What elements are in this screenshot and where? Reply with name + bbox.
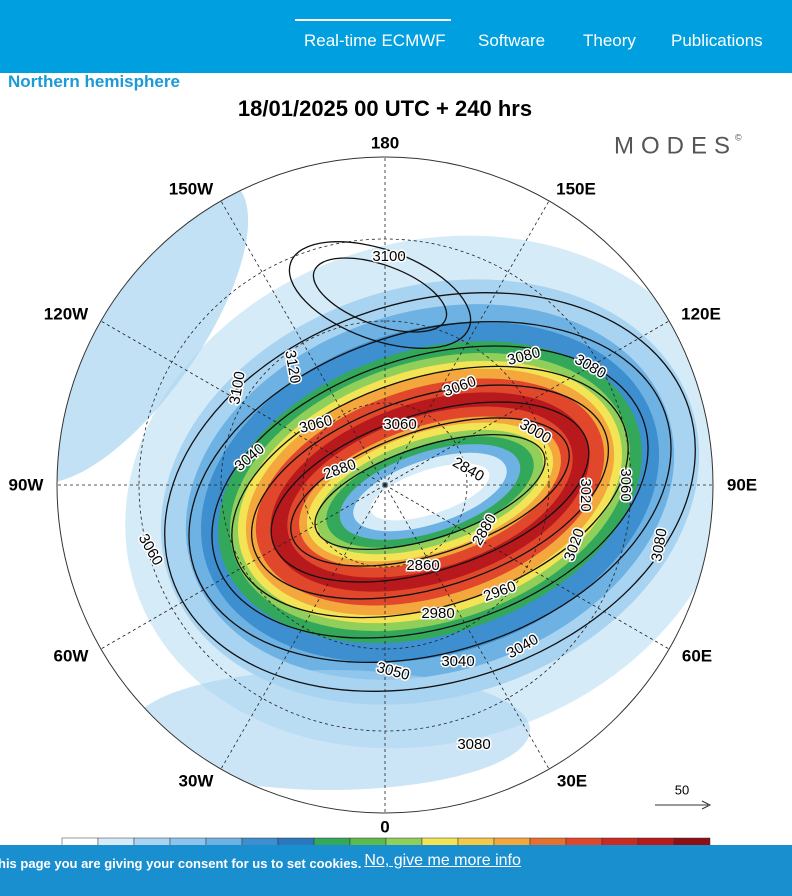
meridian bbox=[384, 199, 551, 486]
contour bbox=[288, 241, 472, 349]
cookie-banner: his page you are giving your consent for… bbox=[0, 845, 792, 896]
contour-label: 3040 bbox=[441, 653, 474, 670]
longitude-label: 60E bbox=[682, 646, 712, 665]
header: Real-time ECMWF Software Theory Publicat… bbox=[0, 0, 792, 73]
contour-label: 2860 bbox=[406, 557, 439, 574]
longitude-label: 120E bbox=[681, 304, 721, 323]
contour bbox=[164, 292, 696, 692]
contour bbox=[231, 365, 629, 619]
contour bbox=[188, 320, 672, 664]
band bbox=[57, 177, 249, 483]
active-indicator bbox=[295, 19, 451, 21]
meridian bbox=[219, 199, 386, 486]
contour-label: 3080 bbox=[457, 736, 490, 753]
longitude-label: 150W bbox=[169, 179, 214, 198]
nav-link[interactable]: Software bbox=[478, 31, 546, 50]
longitude-label: 0 bbox=[380, 817, 389, 836]
contour bbox=[312, 257, 448, 333]
contour-label: 3060 bbox=[617, 468, 634, 501]
nav-link[interactable]: Real-time ECMWF bbox=[304, 31, 446, 50]
longitude-label: 120W bbox=[44, 304, 89, 323]
scale-label: 50 bbox=[675, 782, 689, 797]
nav-link[interactable]: Theory bbox=[583, 31, 636, 50]
contour-label: 3100 bbox=[372, 248, 405, 265]
wind-shading bbox=[57, 157, 713, 813]
cookie-link[interactable]: No, give me more info bbox=[364, 852, 521, 869]
meridian bbox=[219, 484, 386, 771]
contour-label: 2980 bbox=[421, 605, 454, 622]
contour bbox=[211, 345, 649, 639]
logo: MODES bbox=[614, 132, 737, 159]
section-title: Northern hemisphere bbox=[8, 72, 180, 91]
meridian bbox=[384, 484, 551, 771]
contour-label: 3100 bbox=[226, 370, 249, 406]
logo-mark: © bbox=[735, 132, 742, 142]
overlay bbox=[57, 157, 713, 813]
meridian bbox=[384, 484, 671, 651]
contour bbox=[270, 401, 590, 583]
longitude-label: 90W bbox=[9, 475, 45, 494]
contour bbox=[290, 417, 570, 567]
contour-label: 3120 bbox=[281, 349, 304, 385]
cookie-text: his page you are giving your consent for… bbox=[0, 856, 362, 871]
band bbox=[370, 463, 490, 521]
scale-arrowhead bbox=[701, 800, 712, 810]
longitude-label: 180 bbox=[371, 133, 399, 152]
band bbox=[130, 670, 530, 790]
map-figure: 18/01/2025 00 UTC + 240 hrs MODES © 50 1… bbox=[9, 96, 757, 850]
longitude-label: 90E bbox=[727, 475, 757, 494]
meridian bbox=[99, 484, 386, 651]
longitude-label: 30W bbox=[179, 771, 215, 790]
meridian bbox=[384, 319, 671, 486]
longitude-label: 60W bbox=[54, 646, 90, 665]
contour-label: 3020 bbox=[577, 478, 594, 511]
nav-link[interactable]: Publications bbox=[671, 31, 763, 50]
meridian bbox=[99, 319, 386, 486]
latitude-circle bbox=[302, 402, 468, 568]
contour bbox=[250, 384, 610, 600]
map-border bbox=[56, 156, 714, 814]
longitude-label: 30E bbox=[557, 771, 587, 790]
contour-label: 3060 bbox=[383, 416, 416, 433]
map-title: 18/01/2025 00 UTC + 240 hrs bbox=[238, 96, 532, 121]
longitude-label: 150E bbox=[556, 179, 596, 198]
